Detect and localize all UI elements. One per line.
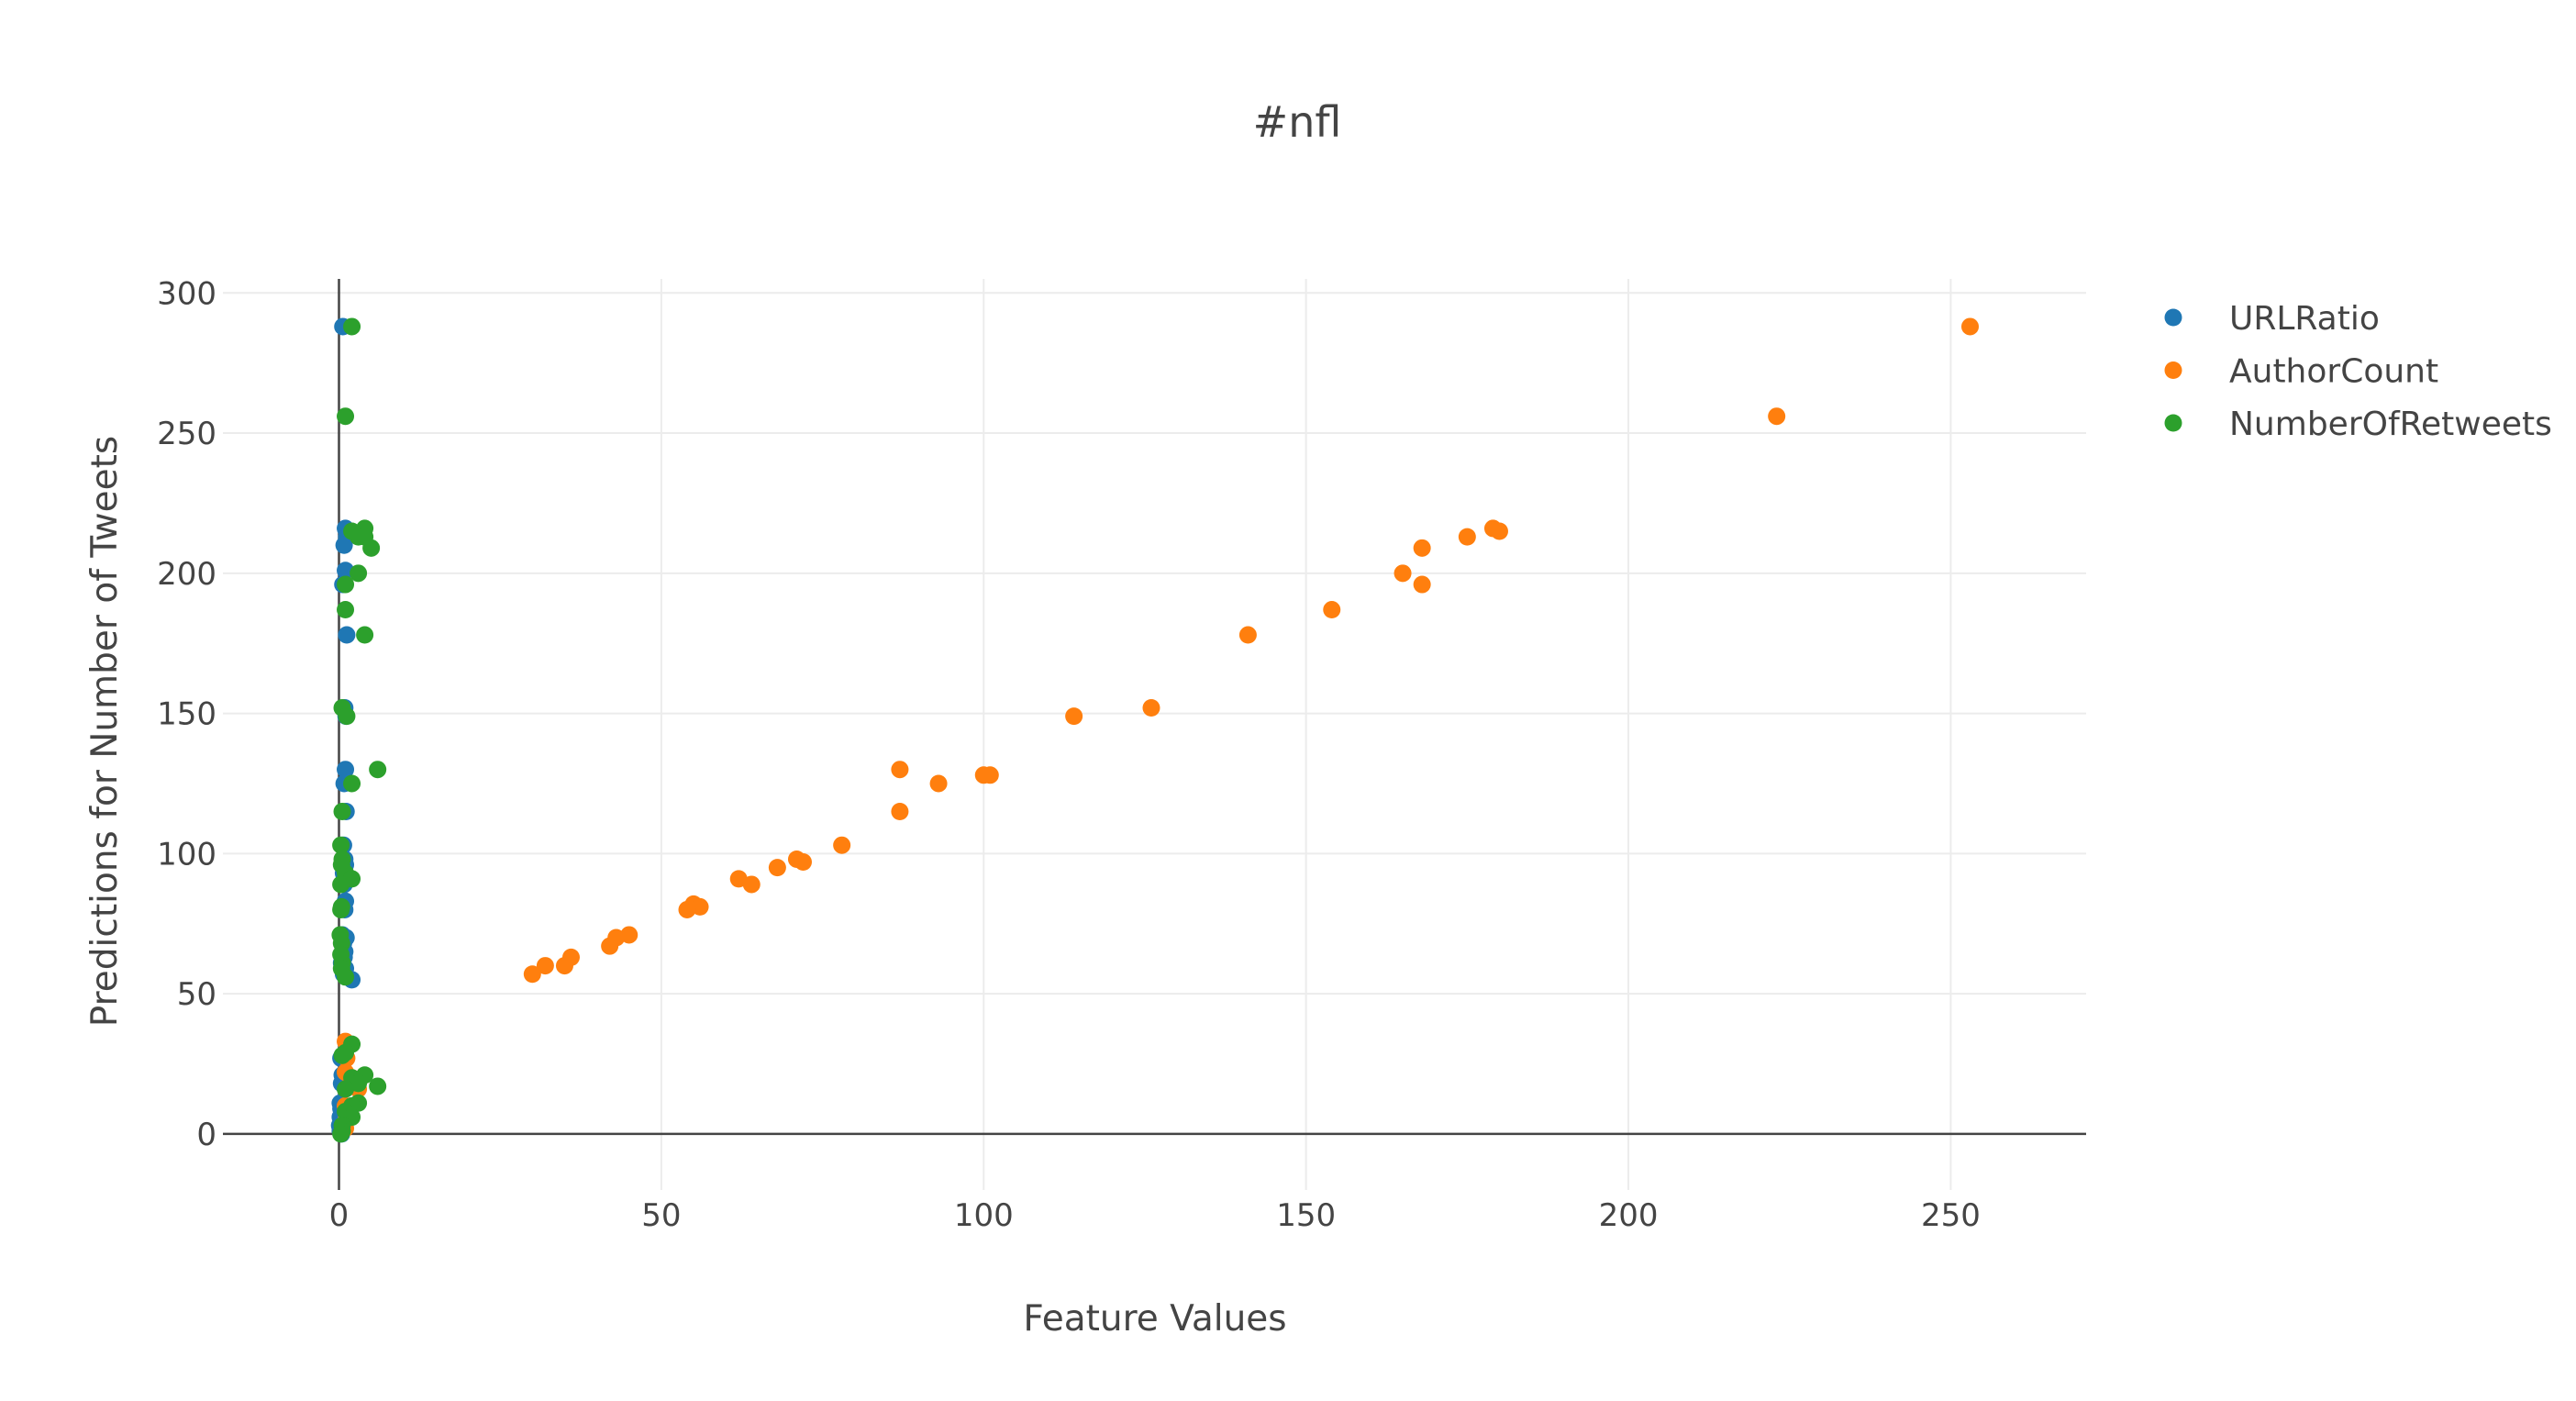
data-point [333, 803, 351, 821]
data-point [369, 761, 387, 779]
data-point [332, 836, 350, 854]
data-point [523, 965, 541, 984]
x-axis-title: Feature Values [1023, 1298, 1286, 1340]
data-point [891, 803, 909, 821]
data-point [929, 774, 948, 793]
data-point [1458, 528, 1476, 546]
data-point [332, 875, 350, 894]
data-point [1413, 539, 1431, 557]
data-point [1238, 626, 1257, 644]
legend-marker [2164, 361, 2182, 379]
x-tick-label: 0 [329, 1197, 350, 1234]
data-point [891, 761, 909, 779]
data-point [555, 957, 573, 975]
legend-marker [2164, 414, 2182, 432]
data-point [1323, 601, 1341, 619]
data-points [330, 317, 1980, 1143]
legend-item-urlratio[interactable]: URLRatio [2164, 300, 2380, 338]
y-tick-label: 300 [157, 275, 217, 312]
legend-item-authorcount[interactable]: AuthorCount [2164, 353, 2439, 391]
data-point [1961, 317, 1980, 336]
y-axis-title: Predictions for Number of Tweets [84, 436, 126, 1027]
data-point [1393, 564, 1412, 583]
series-urlratio [330, 317, 361, 1143]
grid-lines [223, 279, 2086, 1190]
data-point [362, 539, 381, 557]
data-point [369, 1077, 387, 1095]
data-point [1065, 707, 1083, 726]
tick-labels: 0 50 100 150 200 250 0 50 100 150 200 250 300 [157, 275, 1981, 1234]
data-point [1768, 407, 1786, 426]
y-tick-label: 100 [157, 836, 217, 873]
data-point [337, 761, 355, 779]
chart-title: #nfl [1253, 97, 1342, 147]
data-point [337, 1080, 355, 1098]
y-tick-label: 250 [157, 416, 217, 452]
series-numberofretweets [331, 317, 387, 1143]
data-point [536, 957, 554, 975]
legend-item-numberofretweets[interactable]: NumberOfRetweets [2164, 406, 2552, 443]
legend-marker [2164, 308, 2182, 327]
legend-label: URLRatio [2229, 300, 2380, 338]
series-authorcount [333, 317, 1980, 1140]
legend[interactable]: URLRatio AuthorCount NumberOfRetweets [2164, 300, 2552, 443]
x-tick-label: 200 [1599, 1197, 1659, 1234]
data-point [981, 766, 999, 784]
data-point [332, 900, 350, 918]
x-tick-label: 100 [954, 1197, 1014, 1234]
axes [223, 279, 2086, 1190]
data-point [1142, 698, 1160, 717]
data-point [338, 707, 356, 726]
x-tick-label: 250 [1921, 1197, 1981, 1234]
y-tick-label: 200 [157, 556, 217, 593]
data-point [337, 968, 355, 986]
data-point [833, 836, 851, 854]
data-point [338, 626, 356, 644]
data-point [350, 564, 368, 583]
data-point [337, 601, 355, 619]
data-point [794, 853, 812, 872]
x-tick-label: 150 [1276, 1197, 1336, 1234]
legend-label: NumberOfRetweets [2229, 406, 2552, 443]
data-point [742, 875, 761, 894]
data-point [768, 859, 786, 877]
y-tick-label: 50 [177, 976, 217, 1013]
data-point [1413, 575, 1431, 594]
legend-label: AuthorCount [2229, 353, 2438, 391]
data-point [343, 317, 361, 336]
y-tick-label: 150 [157, 696, 217, 733]
data-point [343, 774, 361, 793]
data-point [332, 1125, 350, 1143]
x-tick-label: 50 [641, 1197, 681, 1234]
y-tick-label: 0 [196, 1117, 217, 1153]
data-point [678, 900, 696, 918]
data-point [356, 626, 374, 644]
data-point [335, 536, 353, 554]
data-point [601, 937, 619, 955]
data-point [337, 407, 355, 426]
data-point [337, 1043, 355, 1062]
data-point [1483, 519, 1502, 538]
data-point [337, 575, 355, 594]
